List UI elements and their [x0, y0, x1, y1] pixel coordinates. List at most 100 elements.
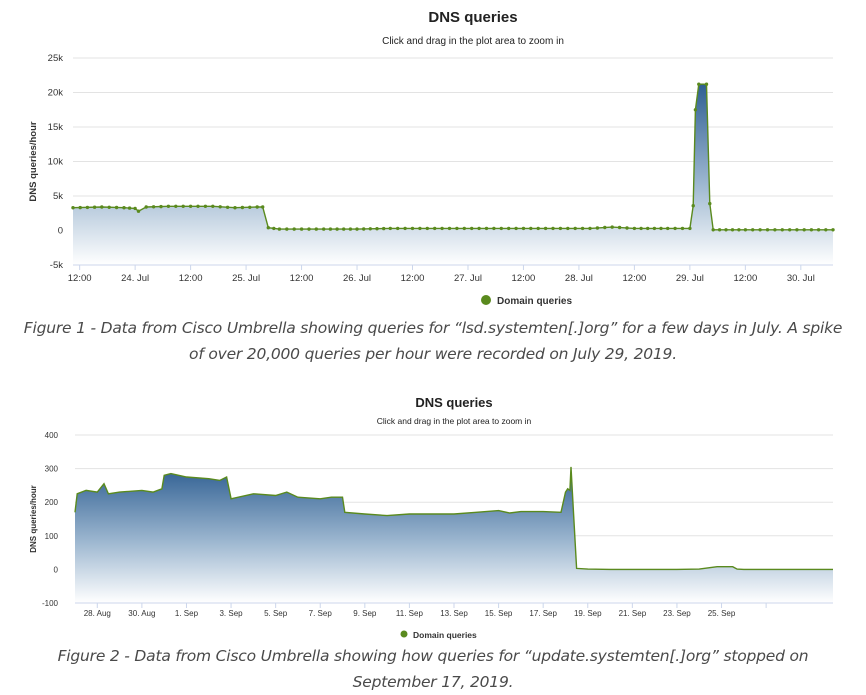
data-point	[447, 226, 452, 231]
data-point	[78, 205, 82, 210]
legend[interactable]: Domain queries	[481, 295, 572, 307]
legend-label: Domain queries	[413, 630, 477, 640]
data-point	[455, 226, 459, 231]
data-point	[433, 226, 437, 231]
data-point	[188, 204, 193, 208]
data-point	[704, 82, 709, 86]
data-point	[348, 227, 353, 231]
data-point	[388, 226, 392, 231]
x-tick-label: 11. Sep	[396, 609, 424, 618]
x-tick-label: 9. Sep	[353, 609, 377, 618]
data-point	[693, 108, 698, 112]
x-tick-label: 13. Sep	[440, 609, 468, 618]
data-point	[573, 226, 577, 231]
y-tick-label: 20k	[48, 88, 64, 99]
data-point	[708, 201, 712, 206]
x-tick-label: 12:00	[68, 273, 92, 284]
chart-subtitle: Click and drag in the plot area to zoom …	[382, 36, 564, 47]
data-point	[737, 228, 741, 232]
x-tick-label: 12:00	[401, 273, 425, 284]
figure-2-caption: Figure 2 - Data from Cisco Umbrella show…	[57, 647, 809, 691]
x-tick-label: 15. Sep	[485, 609, 513, 618]
chart-title: DNS queries	[428, 9, 517, 26]
data-point	[536, 226, 540, 231]
data-point	[580, 226, 585, 231]
data-point	[691, 204, 695, 208]
data-point	[248, 205, 252, 209]
x-tick-label: 12:00	[290, 273, 314, 284]
data-point	[666, 226, 670, 231]
data-point	[299, 227, 304, 231]
data-point	[328, 227, 333, 231]
data-point	[588, 226, 592, 231]
x-tick-label: 23. Sep	[663, 609, 691, 618]
data-point	[261, 205, 265, 209]
data-point	[711, 228, 715, 232]
data-point	[240, 205, 245, 210]
data-point	[181, 204, 185, 208]
data-point	[136, 209, 141, 213]
data-point	[659, 226, 663, 231]
y-tick-label: 25k	[48, 53, 64, 64]
data-point	[639, 226, 643, 231]
data-point	[484, 226, 489, 231]
data-point	[824, 228, 828, 232]
data-point	[127, 206, 132, 210]
chart-title: DNS queries	[415, 395, 492, 410]
data-point	[652, 226, 657, 231]
data-point	[335, 227, 339, 231]
x-tick-label: 5. Sep	[264, 609, 288, 618]
data-point	[780, 228, 784, 232]
chart-subtitle: Click and drag in the plot area to zoom …	[377, 416, 532, 426]
data-point	[107, 205, 111, 209]
data-point	[218, 205, 222, 209]
data-point	[566, 226, 570, 231]
data-point	[292, 227, 296, 231]
data-point	[673, 226, 677, 231]
data-point	[233, 206, 237, 210]
x-tick-label: 28. Jul	[565, 273, 593, 284]
data-point	[396, 226, 400, 231]
y-tick-label: 100	[45, 532, 59, 541]
data-point	[355, 227, 359, 231]
y-tick-label: 15k	[48, 122, 64, 133]
data-point	[543, 226, 548, 231]
data-point	[499, 226, 503, 231]
x-tick-label: 27. Jul	[454, 273, 482, 284]
data-point	[159, 204, 163, 209]
data-point	[144, 205, 148, 209]
data-point	[625, 226, 629, 230]
data-point	[100, 205, 104, 209]
data-point	[342, 227, 346, 231]
data-point	[440, 226, 444, 231]
data-point	[362, 227, 366, 231]
data-point	[314, 227, 318, 231]
legend[interactable]: Domain queries	[400, 630, 478, 640]
x-tick-label: 30. Aug	[128, 609, 155, 618]
data-point	[462, 226, 466, 231]
data-point	[758, 228, 762, 232]
data-point	[809, 228, 814, 232]
data-point	[92, 205, 97, 209]
data-point	[255, 205, 259, 209]
series-line-domain-queries	[74, 466, 833, 571]
x-tick-label: 28. Aug	[84, 609, 111, 618]
data-point	[743, 228, 748, 232]
y-axis-title: DNS queries/hour	[28, 121, 39, 202]
dns-queries-chart-1[interactable]: DNS queries Click and drag in the plot ar…	[0, 0, 866, 315]
data-point	[382, 226, 386, 231]
data-point	[211, 204, 215, 208]
data-point	[765, 228, 770, 232]
data-point	[751, 228, 755, 232]
dns-queries-chart-2[interactable]: DNS queries Click and drag in the plot ar…	[0, 388, 866, 643]
data-point	[322, 227, 326, 231]
data-point	[166, 204, 171, 208]
series-area-domain-queries	[73, 84, 833, 265]
data-point	[724, 228, 728, 232]
legend-marker	[481, 295, 491, 305]
y-axis-title: DNS queries/hour	[29, 485, 38, 553]
y-tick-label: -100	[42, 599, 59, 608]
data-point	[114, 205, 119, 210]
x-tick-label: 25. Jul	[232, 273, 260, 284]
x-tick-label: 26. Jul	[343, 273, 371, 284]
